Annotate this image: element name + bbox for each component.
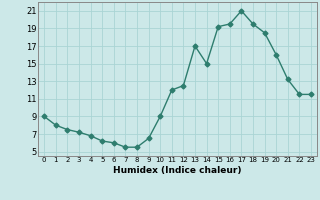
X-axis label: Humidex (Indice chaleur): Humidex (Indice chaleur) [113,166,242,175]
